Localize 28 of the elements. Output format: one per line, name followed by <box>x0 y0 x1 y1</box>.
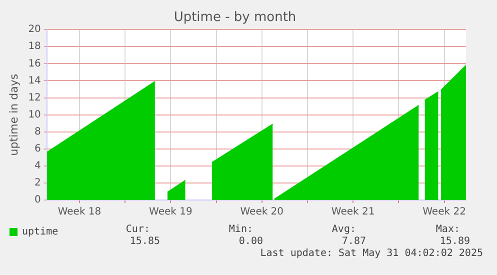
legend-label: uptime <box>22 226 58 238</box>
y-tick-label: 20 <box>28 24 41 36</box>
y-tick-label: 8 <box>34 126 41 138</box>
x-tick-label: Week 22 <box>422 206 466 218</box>
y-tick-label: 10 <box>28 109 41 120</box>
y-tick-label: 4 <box>34 160 41 172</box>
y-tick-label: 2 <box>34 178 41 189</box>
text: Avg: <box>332 224 356 235</box>
text: Min: <box>228 224 253 235</box>
y-axis-title: uptime in days <box>7 74 20 156</box>
x-tick-label: Week 18 <box>58 206 102 218</box>
y-tick-label: 12 <box>28 92 41 104</box>
x-tick-label: Week 19 <box>149 206 192 218</box>
text: 7.87 <box>342 236 366 247</box>
text: Cur: <box>126 224 150 235</box>
text: Max: <box>436 224 460 235</box>
text: 15.89 <box>440 236 470 247</box>
y-tick-label: 6 <box>34 143 41 154</box>
x-tick-label: Week 21 <box>331 206 375 218</box>
text: Last update: Sat May 31 04:02:02 2025 <box>260 248 483 259</box>
y-tick-label: 14 <box>28 75 41 86</box>
x-tick-label: Week 20 <box>240 206 284 218</box>
y-tick-label: 16 <box>28 58 41 70</box>
text: 0.00 <box>238 236 263 247</box>
chart-title: Uptime - by month <box>174 10 296 26</box>
y-tick-label: 0 <box>34 194 41 206</box>
text: 15.85 <box>130 236 160 247</box>
y-tick-label: 18 <box>28 41 41 52</box>
